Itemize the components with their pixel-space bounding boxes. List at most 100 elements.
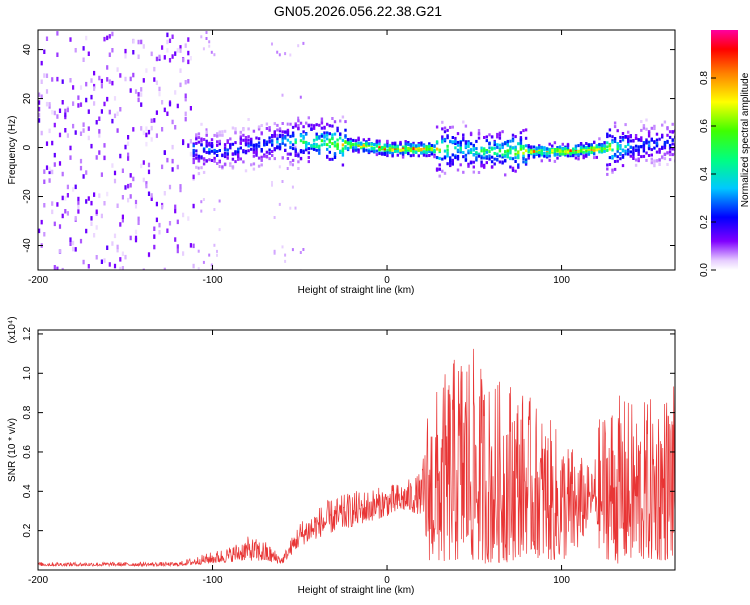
spectrogram-cell [661, 146, 664, 150]
spectrogram-cell [577, 150, 580, 154]
spectrogram-cell [587, 146, 591, 150]
spectrogram-cell [469, 161, 473, 165]
spectrogram-cell [221, 154, 224, 158]
spectrogram-cell [608, 156, 612, 160]
spectrogram-cell [467, 164, 470, 168]
spectrogram-cell [182, 212, 185, 218]
spectrogram-cell [244, 151, 248, 155]
spectrogram-cell [247, 127, 250, 131]
spectrogram-cell [45, 141, 49, 146]
spectrogram-cell [627, 149, 630, 153]
spectrogram-cell [197, 136, 201, 140]
spectrogram-cell [637, 150, 640, 154]
spectrogram-cell [286, 152, 290, 156]
spectrogram-cell [360, 141, 363, 145]
spectrogram-cell [318, 123, 321, 127]
spectrogram-cell [271, 142, 274, 146]
spectrogram-cell [472, 143, 475, 147]
spectrogram-cells [38, 31, 675, 270]
spectrogram-cell [263, 143, 266, 147]
spectrogram-cell [582, 150, 585, 154]
spectrogram-cell [161, 127, 164, 132]
spectrogram-cell [210, 138, 214, 142]
spectrogram-cell [268, 139, 271, 143]
spectrogram-cell [239, 146, 242, 150]
spectrogram-cell [606, 145, 609, 149]
spectrogram-cell [244, 136, 248, 139]
spectrogram-cell [184, 111, 187, 117]
spectrogram-cell [184, 93, 187, 98]
spectrogram-cell [90, 216, 93, 221]
spectrogram-cell [417, 149, 420, 152]
spectrogram-cell [655, 144, 659, 148]
spectrogram-cell [629, 150, 632, 154]
spectrogram-cell [451, 140, 454, 144]
spectrogram-cell [634, 144, 638, 148]
spectrogram-cell [574, 144, 578, 148]
spectrogram-cell [106, 77, 109, 82]
spectrogram-cell [506, 155, 509, 159]
spectrogram-cell [375, 149, 379, 153]
spectrogram-cell [501, 146, 504, 149]
spectrogram-cell [391, 154, 394, 158]
spectrogram-cell [297, 153, 300, 157]
spectrogram-cell [213, 159, 216, 163]
spectrogram-cell [200, 35, 203, 39]
spectrogram-cell [585, 145, 588, 149]
spectrogram-cell [362, 149, 365, 153]
spectrogram-cell [632, 146, 635, 150]
spectrogram-cell [320, 139, 324, 143]
spectrogram-cell [231, 152, 235, 156]
spectrogram-cell [184, 80, 187, 85]
spectrogram-cell [74, 184, 77, 190]
spectrogram-cell [218, 228, 221, 232]
spectrogram-cell [202, 170, 206, 174]
spectrogram-cell [197, 156, 201, 160]
spectrogram-cell [252, 167, 256, 171]
spectrogram-cell [532, 145, 536, 149]
spectrogram-cell [490, 147, 494, 151]
spectrogram-cell [477, 171, 481, 174]
spectrogram-cell [51, 209, 54, 215]
spectrogram-cell [229, 143, 232, 147]
spectrogram-cell [137, 216, 140, 222]
spectrogram-cell [192, 159, 195, 163]
spectrogram-cell [647, 147, 651, 151]
spectrogram-cell [213, 151, 216, 155]
spectrogram-cell [671, 147, 674, 151]
spectrogram-cell [328, 145, 331, 149]
spectrogram-cell [603, 144, 606, 148]
spectrogram-cell [284, 130, 287, 134]
spectrogram-cell [179, 48, 182, 53]
spectrogram-cell [218, 165, 221, 168]
spectrogram-cell [134, 199, 138, 205]
spectrogram-cell [480, 156, 483, 160]
spectrogram-cell [74, 216, 77, 221]
spectrogram-cell [168, 38, 172, 43]
spectrogram-cell [255, 148, 258, 152]
spectrogram-cell [328, 124, 331, 128]
spectrogram-cell [116, 67, 119, 72]
spectrogram-cell [85, 170, 88, 175]
spectrogram-cell [271, 183, 273, 187]
spectrogram-cell [556, 152, 559, 156]
spectrogram-cell [116, 244, 119, 250]
spectrogram-cell [556, 156, 559, 160]
spectrogram-cell [331, 124, 334, 128]
spectrogram-cell [291, 158, 295, 162]
spectrogram-cell [302, 248, 305, 251]
spectrogram-cell [430, 144, 434, 147]
spectrogram-cell [456, 143, 460, 147]
spectrogram-cell [642, 141, 646, 145]
spectrogram-cell [621, 135, 625, 139]
spectrogram-cell [472, 148, 475, 152]
spectrogram-cell [271, 181, 273, 184]
spectrogram-cell [517, 165, 520, 169]
spectrogram-cell [145, 183, 148, 189]
spectrogram-cell [174, 237, 177, 242]
spectrogram-cell [459, 147, 462, 150]
spectrogram-cell [315, 135, 318, 139]
spectrogram-cell [53, 265, 56, 270]
spectrogram-cell [119, 73, 122, 78]
spectrogram-cell [93, 233, 96, 238]
